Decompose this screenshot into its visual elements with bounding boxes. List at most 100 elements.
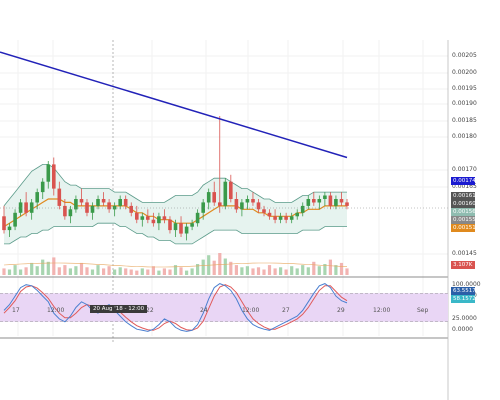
candle-body	[273, 216, 277, 220]
volume-bar	[129, 269, 133, 275]
trend-line	[0, 51, 348, 159]
volume-bar	[301, 265, 305, 275]
price-tag: 0.00161	[451, 192, 475, 200]
time-axis-tick: 17	[12, 307, 20, 314]
candle-body	[79, 199, 84, 203]
volume-bar	[74, 266, 78, 275]
candle-body	[284, 216, 288, 220]
stochastic-axis-tick: 0.0000	[452, 326, 473, 333]
candle-body	[112, 205, 117, 210]
volume-bar	[113, 269, 117, 275]
volume-bar	[279, 267, 283, 275]
volume-bar	[323, 264, 327, 275]
volume-bar	[52, 257, 56, 275]
volume-bar	[218, 253, 222, 275]
volume-bar	[262, 269, 266, 275]
volume-bar	[90, 269, 95, 275]
volume-bar	[151, 266, 155, 275]
candle-body	[256, 202, 261, 210]
stochastic-zone	[0, 293, 448, 322]
candle-body	[168, 219, 172, 231]
stochastic-k-line	[3, 283, 348, 332]
candle-body	[2, 216, 6, 231]
candle-body	[118, 199, 122, 206]
candle-body	[68, 209, 73, 217]
candle-body	[96, 199, 100, 206]
volume-bar	[146, 269, 150, 275]
candle-body	[306, 199, 311, 206]
volume-bar	[290, 266, 294, 275]
bollinger-lower-line	[4, 222, 347, 245]
candle-body	[212, 192, 216, 203]
volume-bar	[57, 267, 61, 275]
volume-bar	[229, 261, 233, 275]
candle-body	[157, 216, 161, 224]
candle-body	[245, 199, 250, 203]
volume-bar	[345, 268, 349, 275]
candle-body	[345, 202, 349, 206]
candle-body	[13, 212, 17, 227]
volume-bar	[317, 266, 321, 275]
volume-bar	[267, 265, 272, 275]
time-axis-tick: 29	[337, 307, 345, 314]
candle-body	[190, 223, 194, 227]
volume-bar	[140, 268, 144, 275]
volume-bar	[85, 267, 89, 275]
volume-bar	[107, 266, 111, 275]
candle-body	[223, 181, 228, 206]
candle-body	[267, 212, 272, 217]
volume-bar	[162, 268, 166, 275]
volume-bar	[295, 268, 299, 275]
price-axis-tick: 0.00200	[452, 69, 477, 76]
volume-bar	[190, 268, 194, 275]
candle-body	[295, 212, 299, 217]
price-tag: 0.00151	[451, 224, 475, 232]
volume-bar	[96, 265, 100, 275]
volume-bar	[334, 265, 338, 275]
x-axis-selected-time: 20 Aug '18 - 12:00	[90, 305, 148, 313]
candle-body	[29, 202, 34, 213]
candle-body	[129, 205, 133, 213]
price-tag: 63.5517	[451, 287, 475, 295]
volume-bar	[68, 268, 72, 275]
candle-body	[184, 226, 189, 234]
candle-body	[123, 199, 128, 206]
time-axis-tick: Sep	[417, 307, 429, 314]
candle-body	[52, 164, 56, 189]
candle-body	[173, 223, 178, 231]
volume-bar	[124, 268, 128, 275]
candle-body	[218, 202, 222, 206]
volume-bar	[35, 266, 39, 275]
price-axis-tick: 0.00185	[452, 117, 477, 124]
volume-bar	[196, 264, 200, 275]
volume-bar	[63, 265, 67, 275]
volume-bar	[312, 261, 316, 275]
volume-bar	[245, 266, 249, 275]
price-axis-tick: 0.00145	[452, 250, 477, 257]
time-axis-tick: 24	[200, 307, 208, 314]
volume-bar	[306, 267, 310, 275]
candle-body	[135, 212, 139, 220]
candle-body	[101, 199, 106, 203]
volume-bar	[256, 267, 261, 275]
candle-body	[18, 202, 23, 213]
stochastic-d-line	[3, 284, 348, 331]
price-axis-tick: 0.00180	[452, 133, 477, 140]
volume-bar	[7, 269, 12, 275]
stochastic-axis-tick: 25.0000	[452, 315, 477, 322]
volume-bar	[212, 260, 216, 275]
volume-bar	[223, 258, 227, 275]
volume-bar	[284, 269, 288, 275]
volume-bar	[185, 270, 189, 275]
stochastic-axis-tick: 100.0000	[452, 281, 481, 288]
volume-bar	[135, 270, 139, 275]
volume-ma-line	[3, 262, 348, 268]
volume-bar	[102, 268, 106, 275]
bollinger-upper-line	[3, 163, 347, 207]
candle-body	[107, 202, 111, 210]
candle-body	[234, 199, 239, 210]
price-axis-tick: 0.00170	[452, 166, 477, 173]
price-axis-tick: 0.00205	[452, 52, 477, 59]
price-tag: 0.00160	[451, 200, 475, 208]
